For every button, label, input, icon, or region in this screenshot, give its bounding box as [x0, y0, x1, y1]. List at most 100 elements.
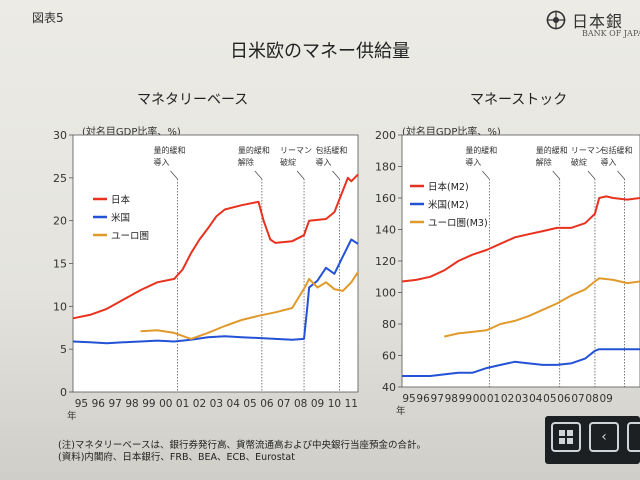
series-line-0 — [401, 195, 640, 283]
y-tick-label: 100 — [375, 287, 396, 300]
x-tick-label: 01 — [487, 393, 500, 405]
left-unit-label: (対名目GDP比率、%) — [82, 127, 181, 138]
grid-view-button[interactable] — [551, 422, 581, 452]
y-tick-label: 200 — [375, 129, 396, 142]
page-title: 日米欧のマネー供給量 — [230, 41, 410, 62]
legend-label: 日本(M2) — [428, 181, 469, 193]
x-tick-label: 98 — [445, 393, 458, 405]
event-pointer — [332, 170, 340, 180]
series-line-1 — [402, 348, 640, 377]
x-tick-label: 97 — [431, 393, 444, 405]
y-tick-label: 0 — [60, 386, 67, 399]
x-tick-label: 11 — [345, 398, 358, 410]
y-tick-label: 80 — [382, 318, 396, 331]
event-label: リーマン — [280, 146, 312, 155]
x-tick-label: 06 — [557, 393, 571, 405]
event-pointer — [254, 170, 263, 180]
left-chart-title: マネタリーベース — [137, 92, 249, 108]
event-label: 導入 — [465, 157, 481, 167]
event-pointer — [587, 170, 596, 180]
grid-icon — [559, 430, 573, 444]
x-tick-label: 05 — [543, 393, 556, 405]
series-line-1 — [72, 238, 359, 345]
x-tick-label: 07 — [277, 398, 290, 410]
x-tick-label: 02 — [193, 398, 206, 410]
bank-logo: 日本銀 BANK OF JAPAN — [540, 6, 640, 40]
right-unit-label: (対名目GDP比率、%) — [402, 127, 501, 138]
legend-label: 米国 — [111, 212, 130, 224]
x-tick-label: 95 — [75, 398, 88, 410]
event-label: 量的緩和 — [536, 145, 568, 155]
previous-slide-button[interactable]: ‹ — [589, 422, 619, 452]
y-tick-label: 120 — [375, 255, 396, 268]
x-tick-label: 01 — [176, 398, 189, 410]
legend-label: 日本 — [111, 194, 131, 206]
legend-label: 米国(M2) — [428, 199, 469, 211]
x-tick-label: 95 — [402, 393, 415, 405]
x-tick-label: 03 — [515, 393, 528, 405]
plot-area — [72, 134, 359, 393]
slide-nav: ‹ › — [545, 416, 640, 464]
y-tick-label: 25 — [53, 172, 67, 185]
series-line-2 — [140, 271, 359, 340]
logo-english: BANK OF JAPAN — [582, 29, 640, 38]
plot-area — [401, 134, 640, 388]
x-tick-label: 98 — [125, 398, 138, 410]
x-tick-label: 03 — [210, 398, 223, 410]
event-label: 解除 — [536, 157, 552, 167]
event-label: 破綻 — [280, 157, 296, 167]
next-slide-button[interactable]: › — [627, 422, 640, 452]
y-tick-label: 5 — [60, 343, 67, 356]
legend-label: ユーロ圏(M3) — [428, 218, 488, 229]
event-label: 包括緩和 — [315, 145, 347, 155]
event-label: 量的緩和 — [238, 145, 270, 155]
logo-japanese: 日本銀 — [572, 12, 624, 31]
x-tick-label: 00 — [159, 398, 172, 410]
y-tick-label: 160 — [375, 192, 396, 205]
x-tick-label: 04 — [227, 398, 241, 410]
event-label: リーマン — [571, 146, 603, 155]
x-tick-label: 10 — [328, 398, 341, 410]
event-pointer — [617, 170, 625, 180]
chevron-left-icon: ‹ — [601, 429, 607, 445]
x-tick-label: 00 — [473, 393, 486, 405]
x-tick-label: 09 — [311, 398, 324, 410]
event-label: 導入 — [154, 157, 170, 167]
x-tick-label: 97 — [108, 398, 121, 410]
event-pointer — [170, 170, 178, 180]
y-tick-label: 15 — [53, 258, 67, 271]
y-tick-label: 180 — [375, 161, 396, 174]
event-label: 破綻 — [571, 157, 587, 167]
x-tick-label: 08 — [294, 398, 307, 410]
source-line: (資料)内閣府、日本銀行、FRB、BEA、ECB、Eurostat — [58, 452, 295, 463]
y-tick-label: 40 — [382, 381, 396, 394]
x-tick-label: 96 — [416, 393, 430, 405]
footnotes: (注)マネタリーベースは、銀行券発行高、貨幣流通高および中央銀行当座預金の合計。… — [58, 440, 426, 464]
bank-emblem-icon — [546, 10, 566, 30]
x-tick-label: 02 — [501, 393, 514, 405]
event-label: 量的緩和 — [465, 145, 497, 155]
event-label: 導入 — [601, 157, 617, 167]
x-tick-label: 09 — [600, 393, 613, 405]
y-tick-label: 60 — [382, 350, 396, 363]
event-label: 量的緩和 — [154, 145, 186, 155]
y-tick-label: 30 — [53, 129, 67, 142]
event-label: 導入 — [315, 157, 331, 167]
y-tick-label: 10 — [53, 300, 67, 313]
x-tick-label: 05 — [243, 398, 256, 410]
event-pointer — [482, 170, 490, 180]
note-line: (注)マネタリーベースは、銀行券発行高、貨幣流通高および中央銀行当座預金の合計。 — [58, 440, 426, 451]
y-tick-label: 140 — [375, 224, 396, 237]
x-tick-label: 99 — [459, 393, 472, 405]
event-label: 解除 — [238, 157, 254, 167]
x-tick-label: 08 — [585, 393, 598, 405]
event-label: 包括緩和 — [601, 145, 633, 155]
x-tick-label: 99 — [142, 398, 155, 410]
x-tick-label: 96 — [92, 398, 106, 410]
x-unit-label: 年 — [67, 410, 77, 422]
series-line-2 — [443, 277, 640, 338]
right-chart-title: マネーストック — [470, 92, 568, 108]
series-line-0 — [72, 173, 359, 320]
